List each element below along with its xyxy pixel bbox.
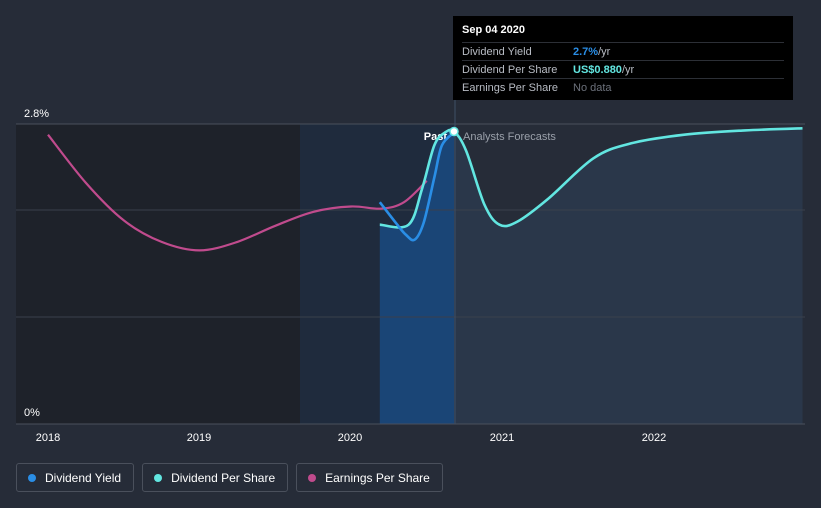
- dividend-per-share-line: [379, 127, 803, 229]
- tooltip-label: Dividend Yield: [462, 45, 532, 58]
- forecast-area: [454, 128, 803, 425]
- legend-label: Earnings Per Share: [325, 470, 430, 485]
- dividend-yield-line: [378, 131, 455, 242]
- x-tick-2018: 2018: [36, 432, 60, 444]
- past-region-shade: [16, 124, 300, 424]
- legend-label: Dividend Yield: [45, 470, 122, 485]
- legend-item-earnings-per-share[interactable]: Earnings Per Share: [296, 463, 443, 492]
- tooltip-date: Sep 04 2020: [462, 24, 525, 36]
- y-tick-bottom: 0%: [24, 407, 40, 419]
- tooltip-row-dividend-per-share: Dividend Per Share US$0.880 /yr: [462, 60, 784, 78]
- past-dividend-area: [379, 131, 454, 424]
- x-tick-2020: 2020: [338, 432, 362, 444]
- legend-dot-icon: [308, 473, 317, 482]
- x-tick-2021: 2021: [490, 432, 514, 444]
- tooltip-unit: /yr: [621, 63, 635, 76]
- legend-dot-icon: [154, 473, 163, 482]
- legend-dot-icon: [28, 473, 36, 482]
- legend-label: Dividend Per Share: [171, 470, 276, 485]
- tooltip-value-eps: No data: [573, 81, 612, 94]
- legend-item-dividend-yield[interactable]: Dividend Yield: [16, 463, 135, 492]
- highlight-marker: [449, 126, 459, 137]
- tooltip-value-yield: 2.7%: [573, 45, 599, 58]
- tooltip-value-dps: US$0.880: [573, 63, 622, 76]
- tooltip-unit: /yr: [598, 45, 611, 58]
- y-tick-top: 2.8%: [24, 108, 49, 120]
- tooltip-row-earnings-per-share: Earnings Per Share No data: [462, 78, 784, 96]
- x-tick-2019: 2019: [187, 432, 211, 444]
- legend: Dividend Yield Dividend Per Share Earnin…: [16, 463, 443, 492]
- tooltip-label: Earnings Per Share: [462, 81, 558, 94]
- tooltip-label: Dividend Per Share: [462, 63, 558, 76]
- tooltip: Sep 04 2020 Dividend Yield 2.7% /yr Divi…: [453, 16, 793, 100]
- x-tick-2022: 2022: [642, 432, 666, 444]
- tooltip-row-dividend-yield: Dividend Yield 2.7% /yr: [462, 42, 784, 60]
- forecast-label: Analysts Forecasts: [463, 131, 556, 143]
- legend-item-dividend-per-share[interactable]: Dividend Per Share: [142, 463, 289, 492]
